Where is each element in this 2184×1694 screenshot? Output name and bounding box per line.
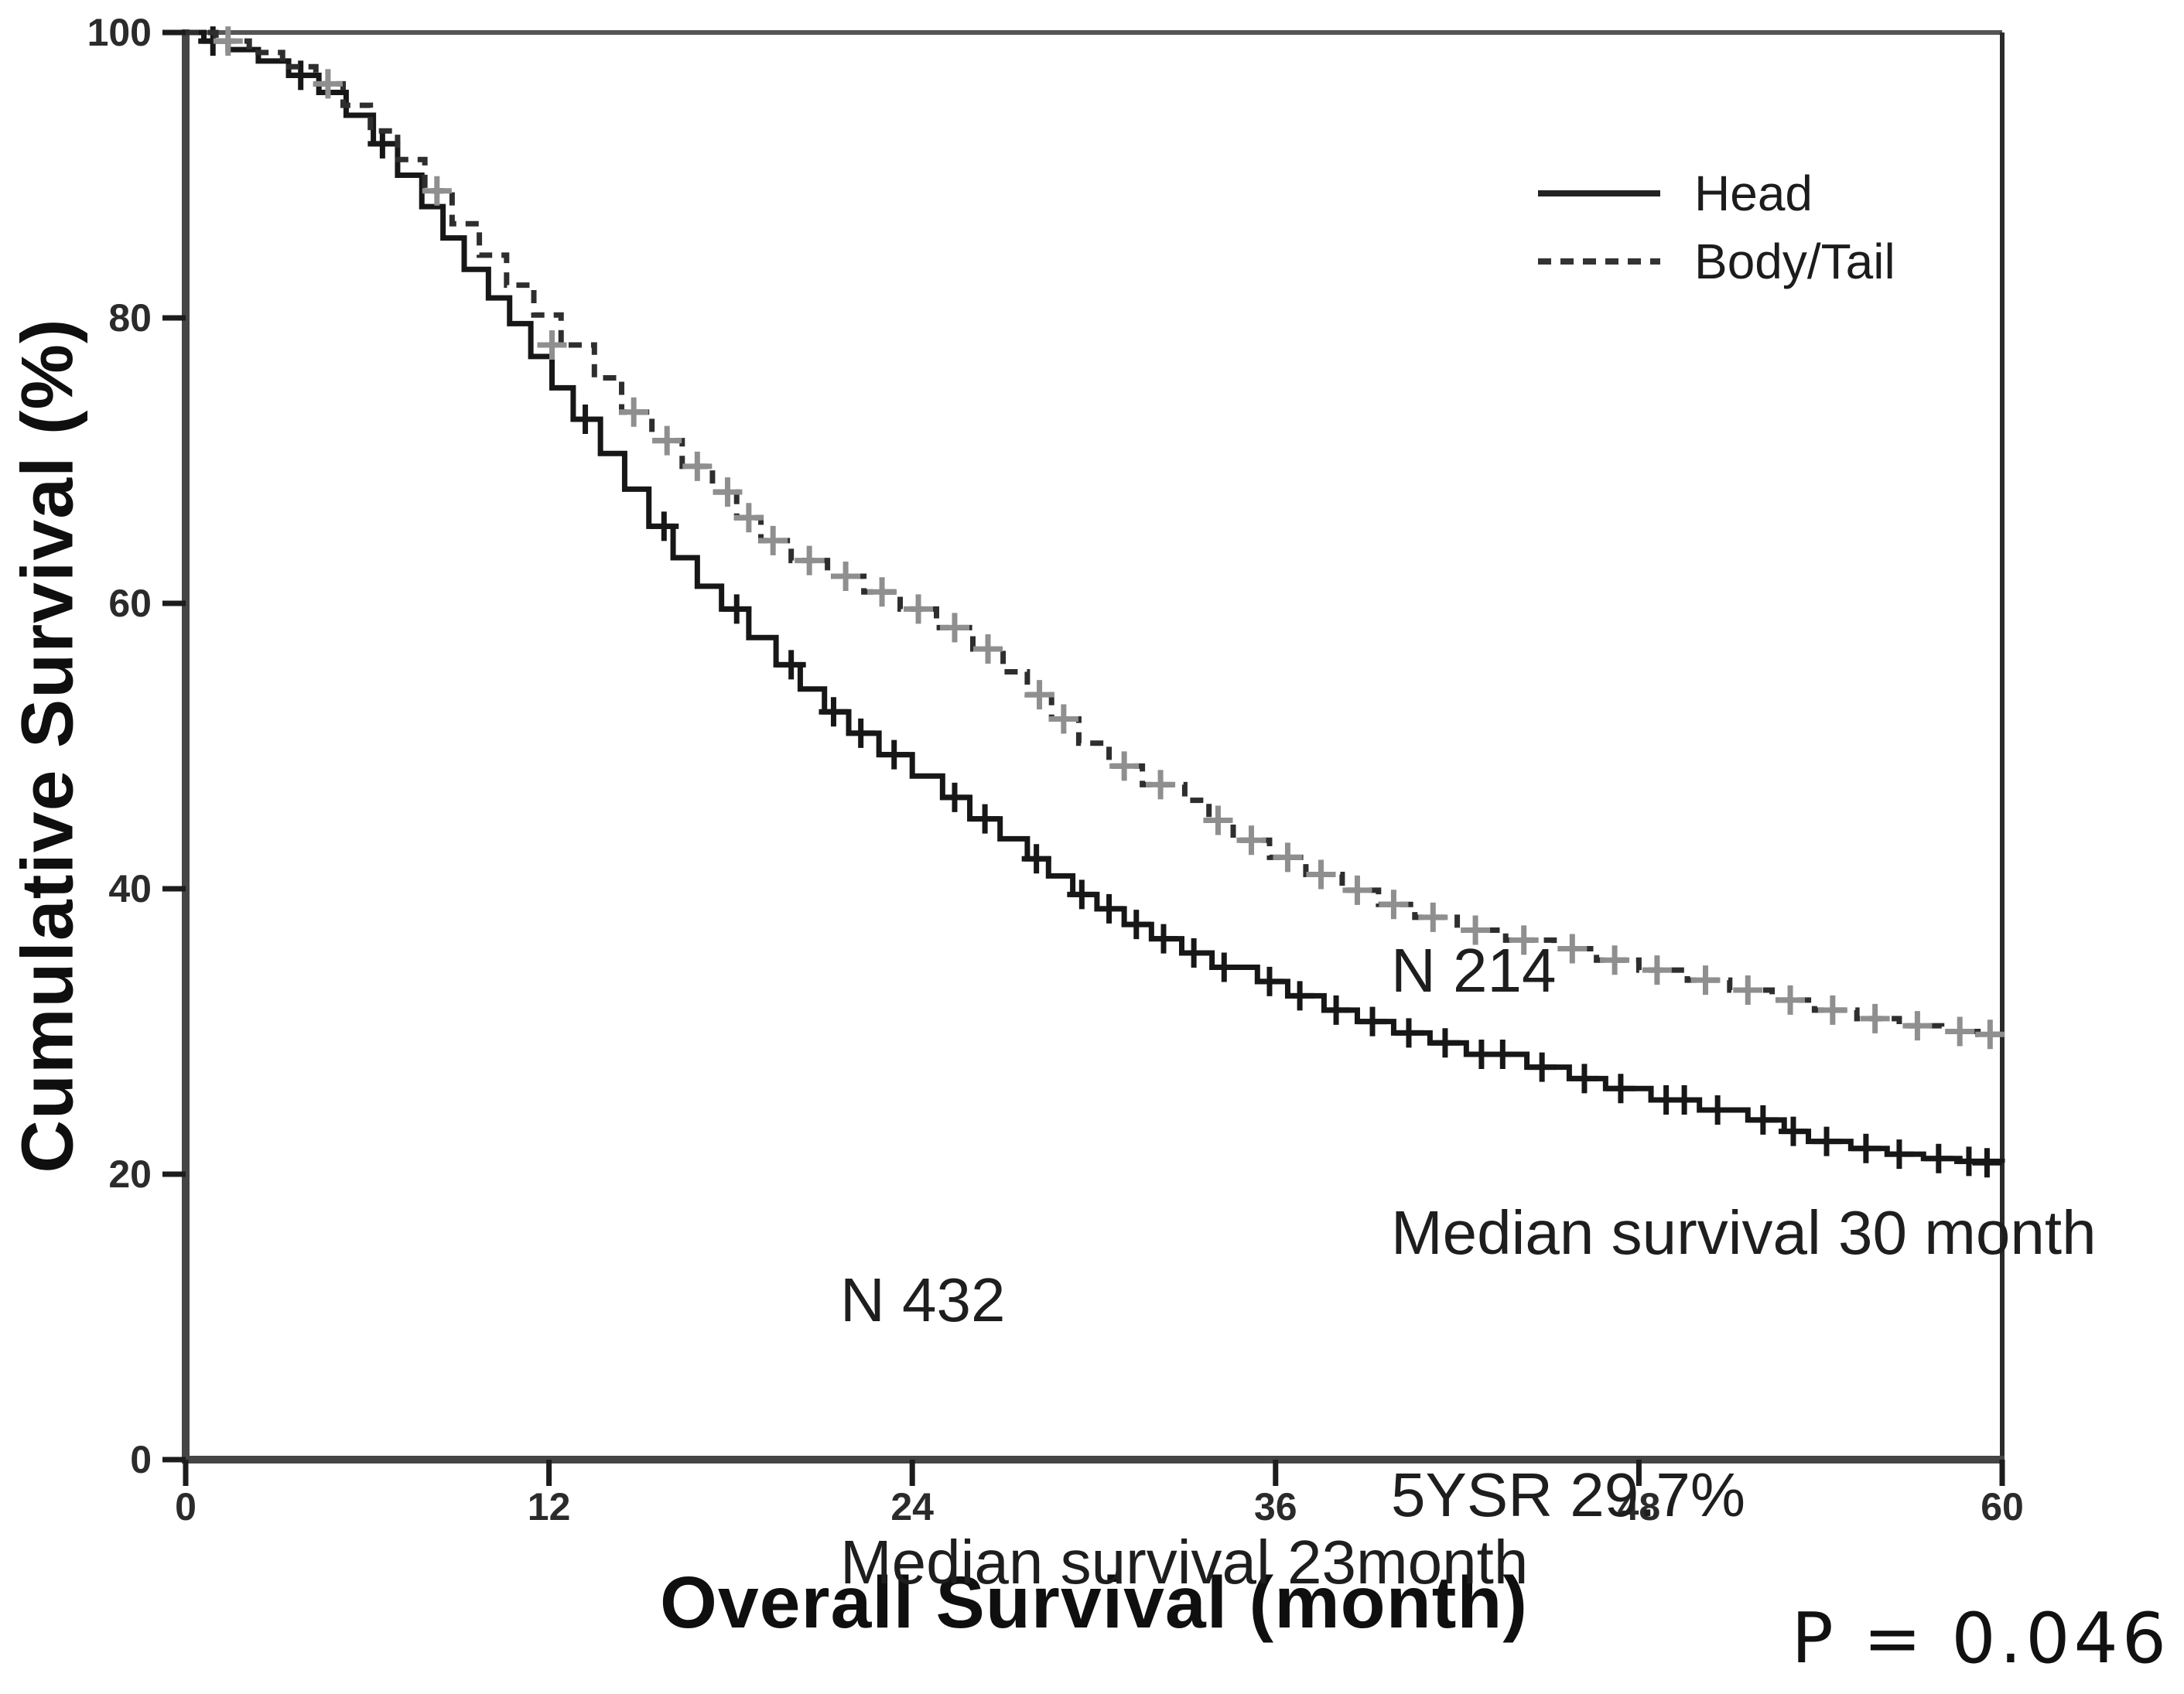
- y-tick-label: 80: [108, 296, 152, 340]
- y-tick-label: 40: [108, 867, 152, 910]
- legend-label-head: Head: [1694, 166, 1813, 221]
- legend: Head Body/Tail: [1538, 159, 1895, 295]
- legend-item-head: Head: [1538, 159, 1895, 227]
- x-tick-label: 60: [1981, 1485, 2024, 1528]
- annotation-head-group: N 432 Median survival 23month 5YSR 20.8%: [840, 1081, 1528, 1694]
- annotation-body-tail-group: N 214 Median survival 30 month 5YSR 29.7…: [1391, 752, 2097, 1694]
- censor-marks-body-tail: [213, 26, 2005, 1050]
- survival-curve-body-tail: [186, 29, 2005, 1037]
- annotation-head-median: Median survival 23month: [840, 1528, 1529, 1597]
- y-tick-label: 100: [87, 11, 152, 54]
- annotation-head-n: N 432: [840, 1265, 1006, 1334]
- y-tick-label: 20: [108, 1153, 152, 1196]
- x-tick-label: 12: [528, 1485, 571, 1528]
- annotation-body-tail-5ysr: 5YSR 29.7%: [1391, 1460, 1746, 1529]
- y-axis-title-text: Cumulative Survival (%): [6, 318, 89, 1173]
- y-tick-label: 0: [130, 1438, 152, 1481]
- legend-label-body-tail: Body/Tail: [1694, 234, 1895, 289]
- annotation-body-tail-median: Median survival 30 month: [1391, 1198, 2097, 1267]
- x-tick-label: 36: [1254, 1485, 1297, 1528]
- x-tick-label: 48: [1618, 1485, 1661, 1528]
- censor-marks-head: [198, 26, 2002, 1178]
- y-tick-label: 60: [108, 582, 152, 625]
- legend-line-sample-solid: [1538, 190, 1660, 196]
- x-tick-label: 0: [175, 1485, 197, 1528]
- annotation-body-tail-n: N 214: [1391, 936, 1557, 1005]
- legend-item-body-tail: Body/Tail: [1538, 227, 1895, 295]
- p-value-label: P = 0.046: [1791, 1598, 2170, 1679]
- x-axis-title: Overall Survival (month): [659, 1562, 1529, 1644]
- legend-line-sample-dashed: [1538, 258, 1660, 265]
- x-tick-label: 24: [890, 1485, 934, 1528]
